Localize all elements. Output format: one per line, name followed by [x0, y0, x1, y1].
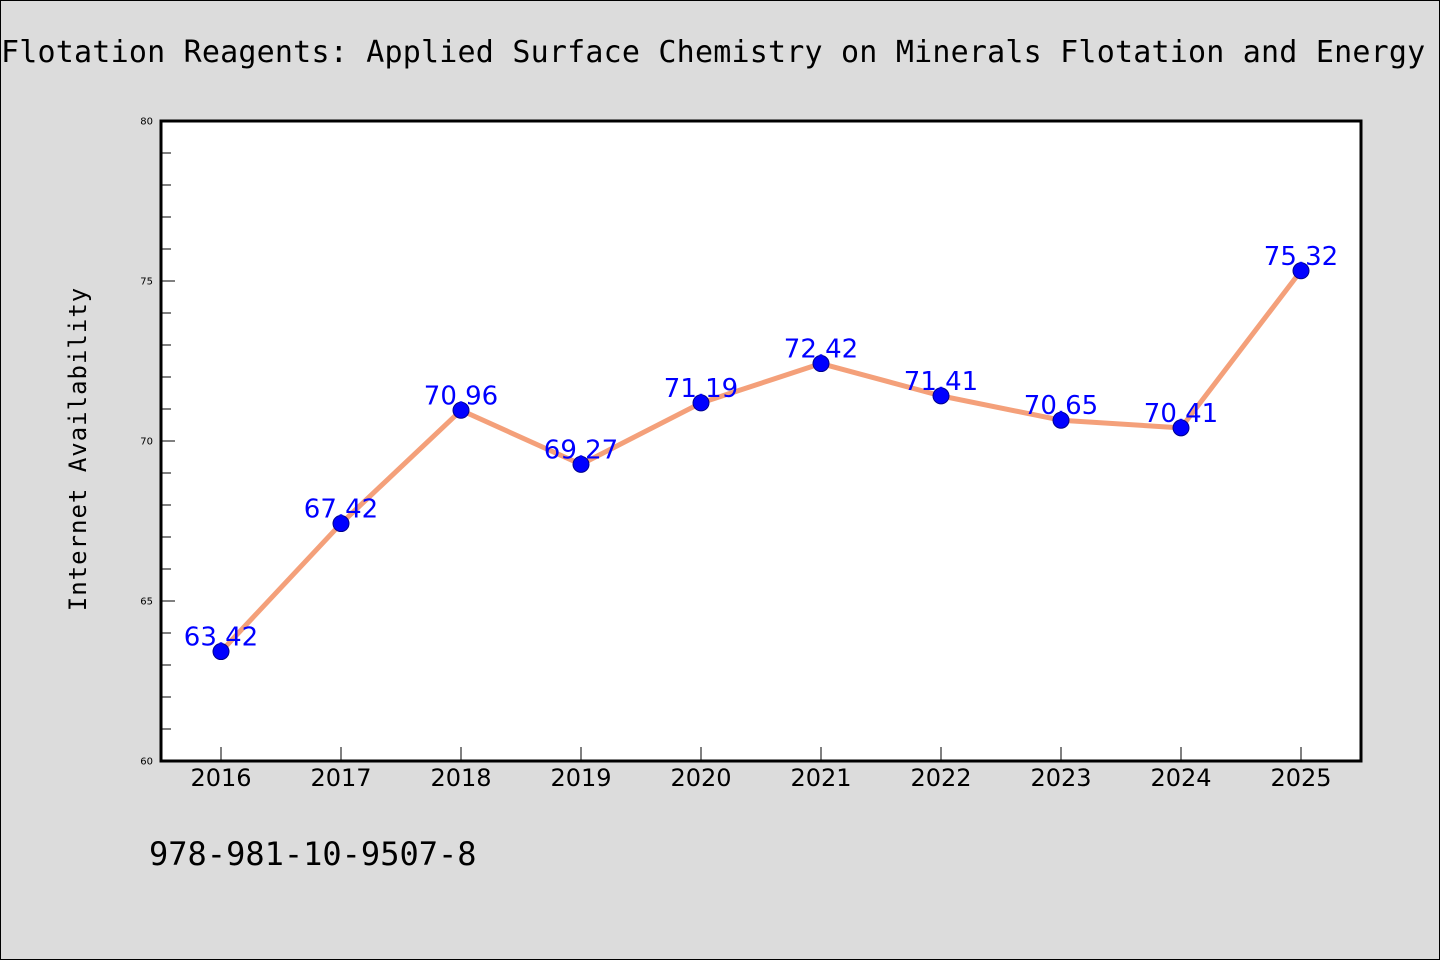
data-point — [1172, 419, 1190, 437]
y-axis-label: Internet Availability — [64, 287, 92, 611]
y-minor-ticks — [161, 152, 171, 730]
data-label: 71.41 — [904, 367, 978, 397]
x-axis-ticks: 2016 2017 2018 2019 2020 2021 2022 2023 2024 2025 — [190, 747, 1332, 792]
data-label: 69.27 — [544, 435, 618, 465]
footer-code: 978-981-10-9507-8 — [149, 835, 477, 873]
data-point — [692, 394, 710, 412]
data-point — [812, 355, 830, 373]
x-tick-label: 2025 — [1270, 764, 1331, 792]
data-point — [932, 387, 950, 405]
x-tick-label: 2020 — [670, 764, 731, 792]
x-tick-label: 2018 — [430, 764, 491, 792]
data-points — [212, 262, 1310, 661]
data-point — [1052, 411, 1070, 429]
series-line — [218, 268, 1304, 655]
data-label: 70.96 — [424, 381, 498, 411]
x-tick-label: 2017 — [310, 764, 371, 792]
y-tick-label: 65 — [140, 597, 153, 608]
x-tick-label: 2024 — [1150, 764, 1211, 792]
data-label: 63.42 — [184, 623, 258, 653]
data-point — [212, 643, 230, 661]
x-tick-label: 2019 — [550, 764, 611, 792]
data-point — [1292, 262, 1310, 280]
y-tick-label: 80 — [140, 117, 153, 128]
y-tick-label: 70 — [140, 437, 153, 448]
plot-area — [161, 121, 1361, 761]
data-point — [572, 455, 590, 473]
x-tick-label: 2021 — [790, 764, 851, 792]
x-tick-label: 2023 — [1030, 764, 1091, 792]
x-tick-label: 2022 — [910, 764, 971, 792]
data-label: 75.32 — [1264, 242, 1338, 272]
data-label: 72.42 — [784, 335, 858, 365]
data-label: 71.19 — [664, 374, 738, 404]
data-point — [332, 515, 350, 533]
data-point — [452, 401, 470, 419]
plot-frame — [159, 119, 1363, 763]
data-label: 67.42 — [304, 495, 378, 525]
x-tick-label: 2016 — [190, 764, 251, 792]
chart-title: Flotation Reagents: Applied Surface Chem… — [1, 35, 1440, 70]
y-tick-label: 60 — [140, 757, 153, 768]
data-label: 70.65 — [1024, 391, 1098, 421]
data-labels: 63.42 67.42 70.96 69.27 71.19 72.42 71.41 70.65… — [184, 242, 1338, 653]
y-tick-label: 75 — [140, 277, 153, 288]
data-label: 70.41 — [1144, 399, 1218, 429]
